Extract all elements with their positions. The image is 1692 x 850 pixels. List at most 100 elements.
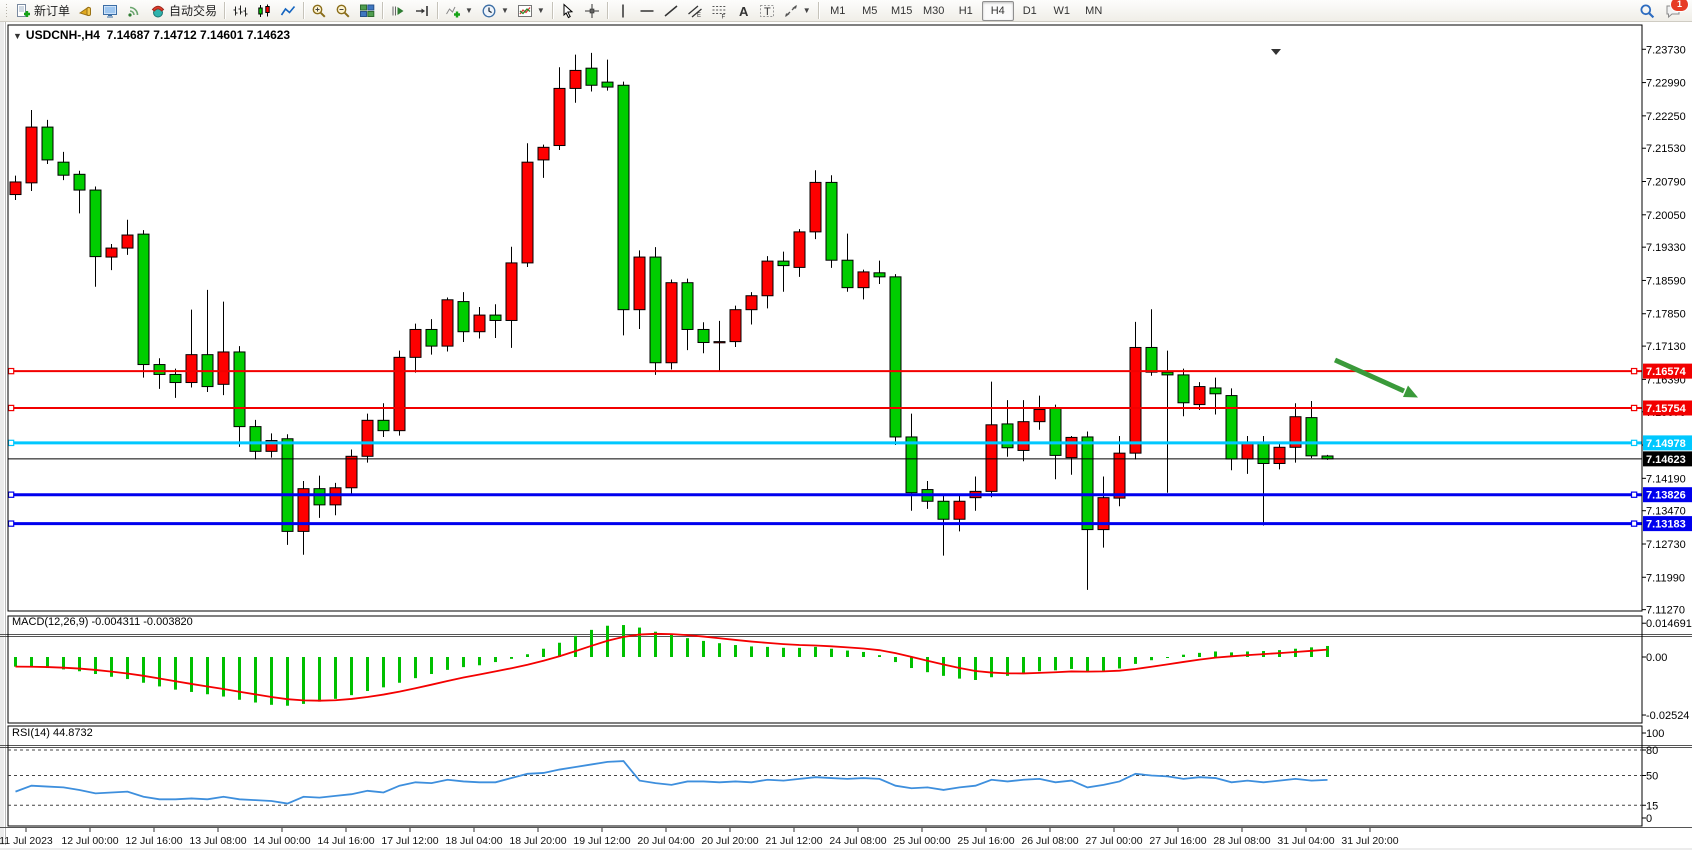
linechart-icon	[280, 3, 296, 19]
price-axis-label: 7.19330	[1646, 242, 1686, 254]
macd-histogram-bar	[590, 629, 593, 657]
toolbar-grip[interactable]	[5, 2, 9, 19]
fibonacci-button[interactable]: F	[707, 0, 731, 22]
chart-background	[0, 22, 1692, 850]
timeframe-m15-button[interactable]: M15	[891, 4, 913, 17]
bear-candle	[153, 364, 166, 375]
cursor-button[interactable]	[556, 0, 580, 22]
macd-histogram-bar	[110, 657, 113, 677]
bull-candle	[505, 262, 518, 321]
timeframe-h4-button[interactable]: H4	[981, 0, 1014, 21]
new-order-button[interactable]: 新订单	[11, 0, 74, 22]
macd-histogram-bar	[1230, 652, 1233, 657]
macd-histogram-bar	[1310, 647, 1313, 657]
dropdown-caret-icon[interactable]: ▼	[536, 6, 545, 15]
line-chart-button[interactable]	[276, 0, 300, 22]
timeframe-mn-button[interactable]: MN	[1085, 4, 1103, 17]
bull-candle	[1241, 442, 1254, 460]
toolbar-separator	[606, 2, 608, 19]
tile-windows-button[interactable]	[355, 0, 379, 22]
trendline-button[interactable]	[659, 0, 683, 22]
periods-button[interactable]: ▼	[477, 0, 513, 22]
signal-icon	[126, 3, 142, 19]
auto-trading-button-label: 自动交易	[169, 4, 218, 18]
new-order-button-label: 新订单	[34, 4, 71, 18]
market-watch-button[interactable]	[98, 0, 122, 22]
support-line-1-handle[interactable]	[1630, 491, 1638, 498]
indicators-button[interactable]: ▼	[441, 0, 477, 22]
timeframe-m30-button[interactable]: M30	[923, 4, 945, 17]
auto-trading-button[interactable]: 自动交易	[146, 0, 221, 22]
bull-candle	[441, 299, 454, 347]
bull-candle	[185, 354, 198, 384]
bull-candle	[793, 231, 806, 268]
time-axis-label: 17 Jul 12:00	[381, 835, 438, 847]
text-button[interactable]: A	[731, 0, 755, 22]
horizontal-line-button[interactable]	[635, 0, 659, 22]
pivot-line-handle[interactable]	[7, 439, 15, 447]
search-button[interactable]	[1635, 0, 1659, 22]
ea-icon	[150, 3, 166, 19]
horn-icon	[78, 3, 94, 19]
dropdown-caret-icon[interactable]: ▼	[465, 6, 473, 15]
toolbar-separator	[817, 2, 819, 19]
bar-chart-button[interactable]	[228, 0, 252, 22]
bull-candle	[393, 356, 406, 432]
arrows-button[interactable]: ▼	[779, 0, 815, 22]
zoom-out-button[interactable]	[331, 0, 355, 22]
resistance-line-2-handle[interactable]	[7, 404, 15, 412]
timeframe-h1-button[interactable]: H1	[958, 4, 973, 17]
chart-window[interactable]: 7.23730 7.22990 7.22250 7.21530 7.20790 7.200…	[0, 22, 1692, 850]
support-line-1-handle[interactable]	[7, 491, 15, 498]
bear-candle	[169, 373, 182, 384]
bear-candle	[249, 426, 262, 452]
auto-scroll-button[interactable]	[386, 0, 410, 22]
equidistant-channel-button[interactable]: E	[683, 0, 707, 22]
time-axis-label: 14 Jul 00:00	[253, 835, 310, 847]
price-axis-label: 7.13470	[1646, 506, 1686, 518]
resistance-line-1-handle[interactable]	[7, 367, 15, 375]
timeframe-m5-button[interactable]: M5	[862, 4, 878, 17]
support-line-2-handle[interactable]	[1630, 520, 1638, 527]
chart-shift-button[interactable]	[410, 0, 434, 22]
candlestick-chart-button[interactable]	[252, 0, 276, 22]
signals-button[interactable]	[122, 0, 146, 22]
alerts-button[interactable]	[74, 0, 98, 22]
dropdown-caret-icon[interactable]: ▼	[500, 6, 509, 15]
price-chart-canvas[interactable]: 7.23730 7.22990 7.22250 7.21530 7.20790 7.200…	[0, 22, 1692, 850]
macd-histogram-bar	[1166, 657, 1169, 658]
down-arrow-object[interactable]	[1333, 357, 1406, 394]
vertical-line-button[interactable]	[611, 0, 635, 22]
price-axis-label: 7.17850	[1646, 309, 1686, 321]
timeframe-d1-button[interactable]: D1	[1022, 4, 1037, 17]
macd-histogram-bar	[494, 657, 497, 663]
time-axis-label: 12 Jul 16:00	[125, 835, 182, 847]
macd-histogram-bar	[1198, 652, 1201, 657]
dropdown-caret-icon[interactable]: ▼	[802, 6, 811, 15]
price-axis-label: 7.14190	[1646, 473, 1686, 485]
price-badge	[1643, 451, 1692, 467]
timeframe-w1-button[interactable]: W1	[1053, 4, 1070, 17]
macd-histogram-bar	[526, 654, 529, 657]
bear-candle	[1305, 417, 1318, 457]
bull-candle	[1273, 446, 1286, 464]
bull-candle	[329, 487, 342, 506]
label-button[interactable]: T	[755, 0, 779, 22]
templates-button[interactable]: ▼	[513, 0, 549, 22]
timeframe-m1-button[interactable]: M1	[830, 4, 846, 17]
bull-candle	[1065, 436, 1078, 459]
chat-button[interactable]: 1	[1661, 0, 1689, 22]
zoom-in-button[interactable]	[307, 0, 331, 22]
resistance-line-2-handle[interactable]	[1630, 404, 1638, 412]
bull-candle	[665, 282, 678, 364]
macd-histogram-bar	[558, 642, 561, 657]
resistance-line-1-handle[interactable]	[1630, 367, 1638, 375]
vline-icon	[615, 3, 631, 19]
bear-candle	[233, 351, 246, 428]
pivot-line-handle[interactable]	[1630, 439, 1638, 447]
support-line-2-handle[interactable]	[7, 520, 15, 527]
bull-candle	[265, 440, 278, 452]
crosshair-button[interactable]	[580, 0, 604, 22]
bear-candle	[841, 259, 854, 289]
time-axis-label: 25 Jul 00:00	[893, 835, 950, 847]
